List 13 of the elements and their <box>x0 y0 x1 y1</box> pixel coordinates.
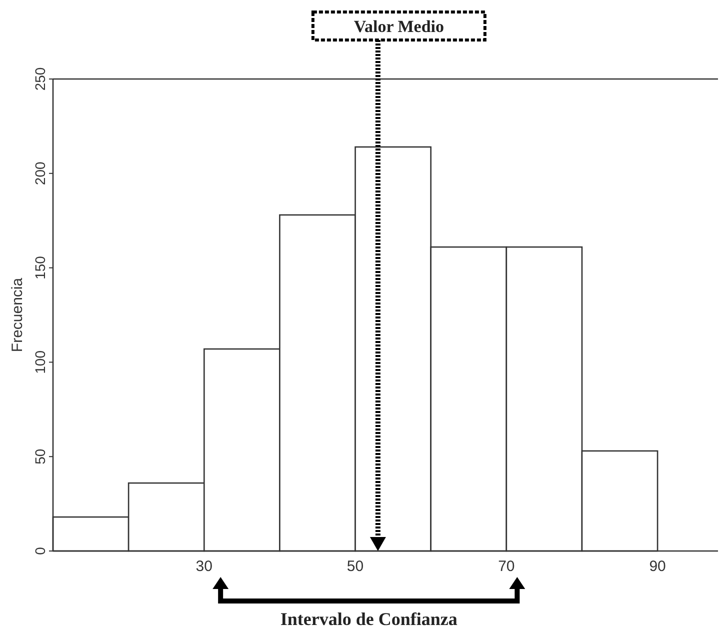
y-tick-label: 100 <box>32 350 48 374</box>
y-axis-title: Frecuencia <box>9 277 26 352</box>
y-tick-label: 150 <box>32 256 48 280</box>
x-tick-label: 70 <box>498 558 515 575</box>
y-tick-label: 50 <box>32 448 48 464</box>
x-tick-label: 90 <box>649 558 666 575</box>
x-tick-label: 50 <box>346 558 364 575</box>
ref-line-label: Valor Medio <box>354 17 444 36</box>
x-tick-label: 30 <box>196 558 212 575</box>
text: Intervalo de Confianza <box>280 609 458 629</box>
y-tick-label: 250 <box>32 67 48 91</box>
y-tick-label: 0 <box>32 546 48 555</box>
y-tick-label: 200 <box>32 162 48 186</box>
